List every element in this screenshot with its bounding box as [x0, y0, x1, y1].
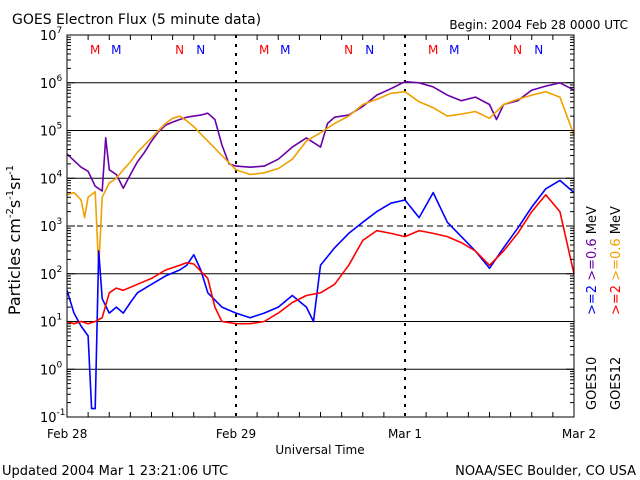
y-tick-label: 102 [40, 265, 62, 283]
event-marker: M [90, 43, 100, 57]
y-tick-label: 103 [40, 217, 62, 235]
y-tick-label: 106 [40, 74, 63, 92]
updated-timestamp: Updated 2004 Mar 1 23:21:06 UTC [2, 464, 228, 479]
y-tick-label: 101 [40, 313, 62, 331]
event-marker: N [196, 43, 205, 57]
event-marker: M [428, 43, 438, 57]
event-marker: N [513, 43, 522, 57]
event-marker: M [259, 43, 269, 57]
y-tick-label: 100 [40, 360, 63, 378]
y-axis-label: Particles cm-2s-1sr-1 [5, 165, 24, 315]
axes: 10-1 100 101 102 103 104 105 106 107 Feb 28 Feb 29… [40, 26, 596, 441]
series-line-1 [66, 80, 575, 192]
x-tick-label: Feb 29 [216, 427, 256, 441]
legend-satellite-goes10: GOES10 [585, 357, 600, 410]
plot-frame [66, 34, 575, 418]
event-marker: M [111, 43, 121, 57]
event-marker: N [365, 43, 374, 57]
source-credit: NOAA/SEC Boulder, CO USA [455, 464, 636, 479]
event-marker: N [175, 43, 184, 57]
x-axis-label: Universal Time [275, 443, 364, 457]
series-layer [66, 80, 575, 410]
series-line-3 [66, 179, 575, 410]
legend-entries-goes10: >=2 >=0.6 MeV [585, 206, 600, 315]
y-tick-label: 107 [40, 26, 62, 44]
y-tick-label: 10-1 [40, 408, 66, 426]
event-marker: M [280, 43, 290, 57]
x-tick-label: Feb 28 [47, 427, 87, 441]
begin-time: Begin: 2004 Feb 28 0000 UTC [449, 18, 628, 32]
y-tick-label: 104 [40, 169, 63, 187]
y-tick-label: 105 [40, 122, 62, 140]
legend-entries-goes12: >=2 >=0.6 MeV [609, 206, 624, 315]
gridlines [67, 35, 574, 417]
chart-title: GOES Electron Flux (5 minute data) [12, 12, 261, 28]
x-tick-label: Mar 1 [388, 427, 422, 441]
series-line-2 [66, 90, 575, 270]
event-marker: N [534, 43, 543, 57]
legend: GOES10 >=2 >=0.6 MeV GOES12 >=2 >=0.6 MeV [585, 206, 624, 410]
event-marker: N [344, 43, 353, 57]
event-marker: M [449, 43, 459, 57]
x-tick-label: Mar 2 [562, 427, 596, 441]
series-line-4 [66, 194, 575, 325]
legend-satellite-goes12: GOES12 [609, 357, 624, 410]
